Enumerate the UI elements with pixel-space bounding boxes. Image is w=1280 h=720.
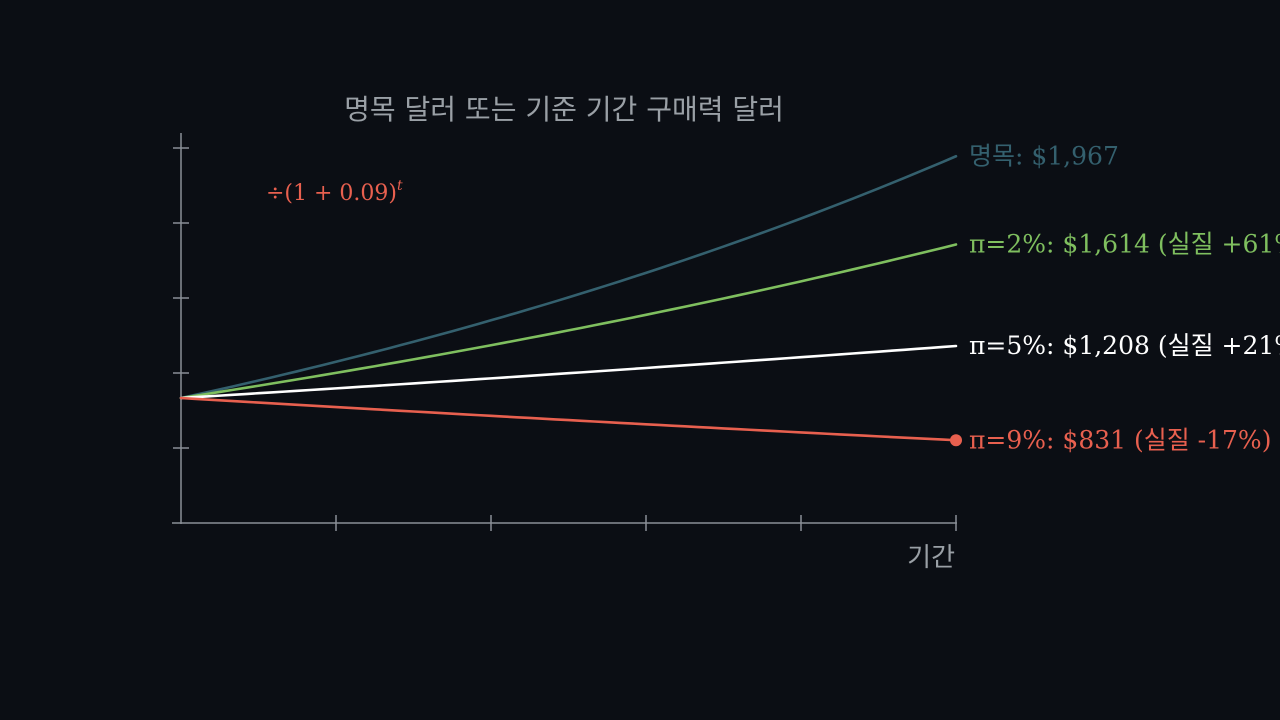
series-line-1 (179, 243, 958, 400)
series-line-2 (179, 344, 958, 400)
series-labels: 명목: $1,967 π=2%: $1,614 (실질 +61% π=5%: $1,… (969, 141, 1280, 454)
chart-title: 명목 달러 또는 기준 기간 구매력 달러 (344, 93, 784, 126)
series-layer (179, 154, 962, 447)
series-label-2: π=5%: $1,208 (실질 +21% (969, 331, 1280, 360)
x-axis-label: 기간 (907, 543, 955, 573)
y-axis (173, 133, 189, 524)
series-label-1: π=2%: $1,614 (실질 +61% (969, 230, 1280, 259)
deflator-formula: ÷(1 + 0.09)t (266, 178, 403, 206)
deflator-formula-exponent: t (397, 178, 403, 194)
series-label-3: π=9%: $831 (실질 -17%) (969, 425, 1271, 454)
series-line-3 (179, 396, 958, 442)
series-line-0 (179, 154, 958, 400)
series-end-point (950, 434, 962, 447)
x-axis: 기간 (172, 515, 957, 573)
series-label-0: 명목: $1,967 (969, 141, 1119, 170)
deflator-formula-main: ÷(1 + 0.09) (266, 181, 397, 206)
